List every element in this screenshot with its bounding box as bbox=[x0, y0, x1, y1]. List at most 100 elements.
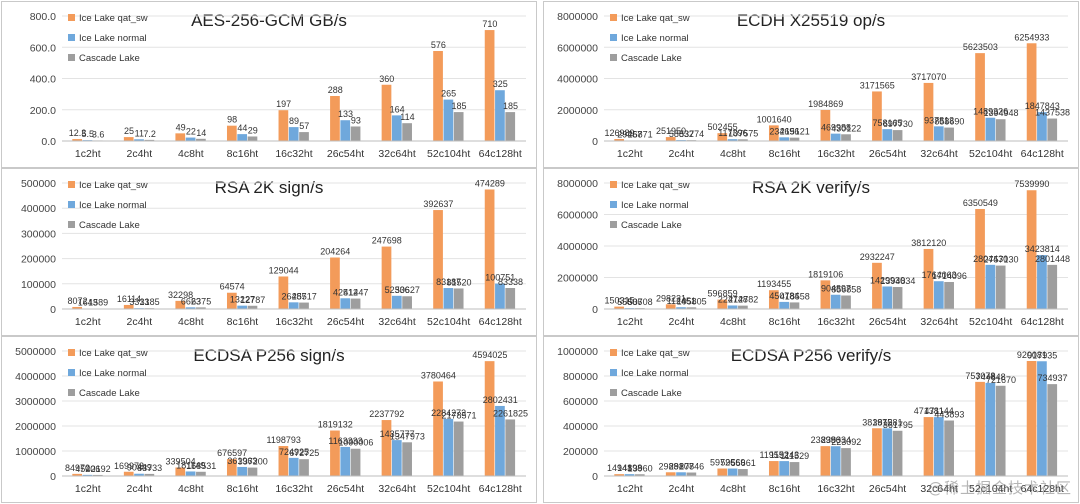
bar bbox=[830, 133, 841, 141]
bar bbox=[779, 461, 789, 476]
bar bbox=[185, 137, 196, 141]
data-label: 1819132 bbox=[318, 420, 353, 430]
y-tick-label: 200.0 bbox=[30, 105, 56, 117]
x-tick-label: 1c2ht bbox=[75, 483, 101, 495]
legend-swatch bbox=[68, 34, 75, 41]
bar bbox=[872, 262, 882, 309]
bar bbox=[975, 381, 985, 476]
bar bbox=[453, 421, 464, 476]
legend-swatch bbox=[610, 201, 617, 208]
x-tick-label: 2c4ht bbox=[668, 483, 694, 495]
y-tick-label: 400.0 bbox=[30, 74, 56, 86]
x-tick-label: 52c104ht bbox=[969, 316, 1012, 328]
bar bbox=[196, 307, 206, 309]
data-label: 3780464 bbox=[421, 370, 456, 380]
bar bbox=[727, 139, 738, 141]
data-label: 288 bbox=[328, 85, 343, 95]
data-label: 52336 bbox=[385, 285, 410, 295]
bar bbox=[196, 471, 206, 476]
x-tick-label: 4c8ht bbox=[178, 483, 204, 495]
data-label: 42192 bbox=[86, 464, 111, 474]
data-label: 84970 bbox=[65, 463, 90, 473]
x-tick-label: 16c32ht bbox=[817, 148, 854, 160]
data-label: 197 bbox=[276, 99, 291, 109]
bar bbox=[299, 132, 309, 141]
x-tick-label: 1c2ht bbox=[75, 316, 101, 328]
bar bbox=[717, 299, 728, 309]
data-label: 117396 bbox=[718, 128, 747, 138]
y-tick-label: 0 bbox=[592, 136, 598, 148]
bar bbox=[391, 115, 402, 141]
data-label: 13960 bbox=[628, 463, 653, 473]
bar bbox=[789, 137, 800, 141]
bar bbox=[278, 110, 289, 141]
data-label: 450784 bbox=[769, 291, 799, 301]
bar bbox=[278, 446, 289, 476]
y-tick-label: 8000000 bbox=[557, 11, 598, 23]
chart-panel-rsa-sign: RSA 2K sign/s 0 100000 200000 300000 400000 50… bbox=[1, 168, 537, 336]
data-label: 361795 bbox=[883, 420, 913, 430]
bar bbox=[484, 189, 495, 309]
data-label: 55506 bbox=[617, 297, 642, 307]
data-label: 16114 bbox=[117, 294, 141, 304]
data-label: 1394834 bbox=[880, 276, 915, 286]
y-tick-label: 4000000 bbox=[557, 241, 598, 253]
data-label: 89 bbox=[289, 116, 299, 126]
data-label: 361963 bbox=[227, 456, 257, 466]
x-tick-label: 26c54ht bbox=[869, 316, 906, 328]
bar bbox=[123, 471, 134, 476]
data-label: 7.2 bbox=[143, 129, 156, 139]
bar bbox=[340, 446, 351, 476]
bar bbox=[614, 474, 625, 476]
bar bbox=[484, 30, 495, 141]
data-label: 100751 bbox=[485, 273, 515, 283]
data-label: 2284273 bbox=[431, 408, 466, 418]
bar bbox=[933, 417, 944, 476]
data-label: 596859 bbox=[708, 289, 738, 299]
x-tick-label: 32c64ht bbox=[920, 148, 957, 160]
bar bbox=[1026, 360, 1037, 476]
legend-label: Ice Lake normal bbox=[79, 200, 147, 211]
bar bbox=[820, 280, 831, 309]
x-tick-label: 2c4ht bbox=[126, 148, 152, 160]
bar bbox=[841, 134, 851, 141]
data-label: 59726 bbox=[710, 458, 735, 468]
bar bbox=[872, 428, 882, 476]
x-tick-label: 16c32ht bbox=[275, 316, 312, 328]
chart-panel-rsa-verify: RSA 2K verify/s 0 2000000 4000000 6000000 800… bbox=[543, 168, 1079, 336]
x-tick-label: 1c2ht bbox=[75, 148, 101, 160]
bar bbox=[665, 304, 676, 309]
legend-label: Cascade Lake bbox=[621, 53, 682, 64]
data-label: 576 bbox=[431, 40, 446, 50]
x-tick-label: 16c32ht bbox=[817, 483, 854, 495]
x-tick-label: 2c4ht bbox=[126, 483, 152, 495]
y-tick-label: 6000000 bbox=[557, 210, 598, 222]
data-label: 238334 bbox=[821, 435, 851, 445]
data-label: 1198793 bbox=[267, 435, 301, 445]
data-label: 29881 bbox=[659, 461, 684, 471]
y-tick-label: 300000 bbox=[21, 228, 56, 240]
data-label: 502455 bbox=[708, 122, 738, 132]
bar bbox=[123, 137, 134, 141]
data-label: 58832 bbox=[669, 129, 694, 139]
data-label: 133 bbox=[338, 109, 353, 119]
data-label: 49 bbox=[176, 122, 186, 132]
bar bbox=[175, 467, 186, 476]
x-tick-label: 2c4ht bbox=[668, 316, 694, 328]
y-tick-label: 100000 bbox=[21, 279, 56, 291]
bar bbox=[505, 419, 516, 476]
data-label: 55661 bbox=[731, 458, 756, 468]
legend-swatch bbox=[68, 201, 75, 208]
data-label: 471381 bbox=[914, 406, 944, 416]
bar bbox=[841, 295, 851, 309]
data-label: 325 bbox=[493, 79, 508, 89]
data-label: 12.3 bbox=[69, 128, 87, 138]
data-label: 25 bbox=[124, 126, 134, 136]
y-tick-label: 1000000 bbox=[557, 346, 598, 358]
legend-swatch bbox=[610, 349, 617, 356]
legend-swatch bbox=[610, 14, 617, 21]
data-label: 430122 bbox=[831, 123, 861, 133]
data-label: 129044 bbox=[269, 265, 299, 275]
data-label: 721670 bbox=[986, 375, 1016, 385]
x-tick-label: 26c54ht bbox=[327, 148, 364, 160]
